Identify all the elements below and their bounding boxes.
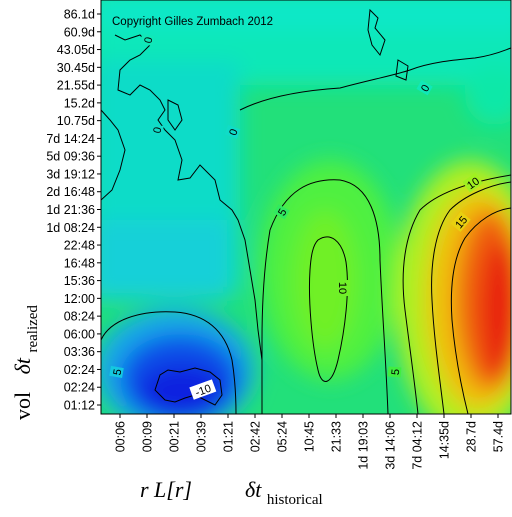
y-tick-label: 22:48	[64, 239, 95, 253]
copyright-text: Copyright Gilles Zumbach 2012	[112, 16, 273, 28]
y-tick-label: 5d 09:36	[46, 150, 95, 164]
contour-label: 5	[390, 369, 402, 376]
contour-label: 0	[152, 126, 165, 134]
y-tick-label: 30.45d	[57, 61, 95, 75]
contour-lines	[101, 8, 511, 414]
x-axis-label: r L[r] δt historical	[140, 477, 323, 508]
y-tick-label: 06:00	[64, 327, 95, 341]
y-tick-label: 01:12	[64, 399, 95, 413]
contour-label: 0	[227, 127, 240, 137]
x-axis-label-sub: historical	[267, 492, 323, 508]
heatmap-field	[101, 0, 511, 414]
plot-frame	[100, 0, 512, 415]
y-axis-label: vol δt realized	[10, 305, 41, 420]
y-tick-label: 1d 21:36	[46, 203, 95, 217]
x-tick-label: 28.7d	[465, 421, 479, 452]
y-tick-label: 10.75d	[57, 114, 95, 128]
contour-line-0-left	[101, 109, 126, 201]
contour-line-5-basin	[101, 311, 237, 414]
x-tick-label: 10:45	[303, 421, 317, 452]
x-tick-label: 3d 14:06	[384, 421, 398, 470]
x-tick-label: 14:35d	[438, 421, 452, 459]
y-tick-label: 08:24	[64, 310, 95, 324]
x-tick-label: 00:39	[195, 421, 209, 452]
x-axis-label-delta: δt	[245, 477, 262, 502]
contour-label: 5	[276, 207, 289, 218]
svg-text:vol δt realized: vol δt realized	[10, 305, 41, 420]
y-tick-label: 21.55d	[57, 79, 95, 93]
contour-line-0-right-blob	[367, 8, 386, 57]
y-tick-label: 12:00	[64, 292, 95, 306]
x-tick-label: 00:06	[114, 421, 128, 452]
x-tick-label: 7d 04:12	[411, 421, 425, 470]
contour-label: 0	[419, 83, 432, 94]
y-tick-label: 3d 19:12	[46, 167, 95, 181]
x-tick-label: 02:42	[249, 421, 263, 452]
y-tick-label: 1d 08:24	[46, 221, 95, 235]
contour-line-5-inner-left	[261, 229, 271, 414]
y-tick-label: 02:24	[64, 363, 95, 377]
x-axis-label-main: r L[r]	[140, 477, 192, 502]
plot-area: 0 0 0 0 5 5 5 10 10 15 -10 Copyright Gil…	[101, 0, 511, 414]
y-tick-label: 60.9d	[64, 25, 95, 39]
y-tick-label: 15:36	[64, 274, 95, 288]
contour-line-5-inner	[269, 179, 389, 414]
x-tick-label: 21:33	[330, 421, 344, 452]
x-tick-label: 1d 19:03	[357, 421, 371, 470]
x-tick-label: 00:09	[141, 421, 155, 452]
y-tick-label: 2d 16:48	[46, 185, 95, 199]
y-tick-label: 03:36	[64, 345, 95, 359]
contour-line-0-small	[167, 99, 183, 131]
contour-labels: 0 0 0 0 5 5 5 10 10 15 -10	[109, 33, 483, 400]
contour-label: 10	[465, 175, 482, 192]
x-tick-label: 05:24	[276, 421, 290, 452]
contour-line-0-right-blob2	[395, 59, 409, 81]
contour-label: -10	[194, 383, 213, 400]
x-tick-label: 01:21	[222, 421, 236, 452]
contour-line-0-islands	[114, 34, 263, 414]
y-axis-label-sub: realized	[25, 305, 41, 353]
contour-label: 10	[336, 282, 348, 294]
y-axis-label-main: vol	[10, 392, 35, 420]
contour-line-10-right	[431, 181, 511, 414]
x-tick-label: 57.4d	[492, 421, 506, 452]
contour-label: 0	[143, 36, 156, 44]
y-tick-label: 7d 14:24	[46, 132, 95, 146]
contour-line-10-center	[308, 236, 348, 382]
contour-line-m10	[154, 367, 223, 406]
contour-label: 5	[112, 368, 125, 376]
contour-line-15	[450, 207, 511, 414]
x-axis: 00:06 00:09 00:21 00:39 01:21 02:42 05:24 10:45…	[114, 414, 506, 470]
y-tick-label: 02:24	[64, 381, 95, 395]
svg-text:δt historical: δt historical	[245, 477, 323, 508]
y-tick-label: 16:48	[64, 256, 95, 270]
y-axis-label-delta: δt	[10, 357, 35, 374]
contour-line-5-outer	[402, 174, 511, 414]
y-tick-label: 86.1d	[64, 8, 95, 22]
y-axis: 86.1d 60.9d 43.05d 30.45d 21.55d 15.2d 10.75d 7…	[46, 8, 101, 413]
x-tick-label: 00:21	[168, 421, 182, 452]
y-tick-label: 43.05d	[57, 43, 95, 57]
y-tick-label: 15.2d	[64, 96, 95, 110]
